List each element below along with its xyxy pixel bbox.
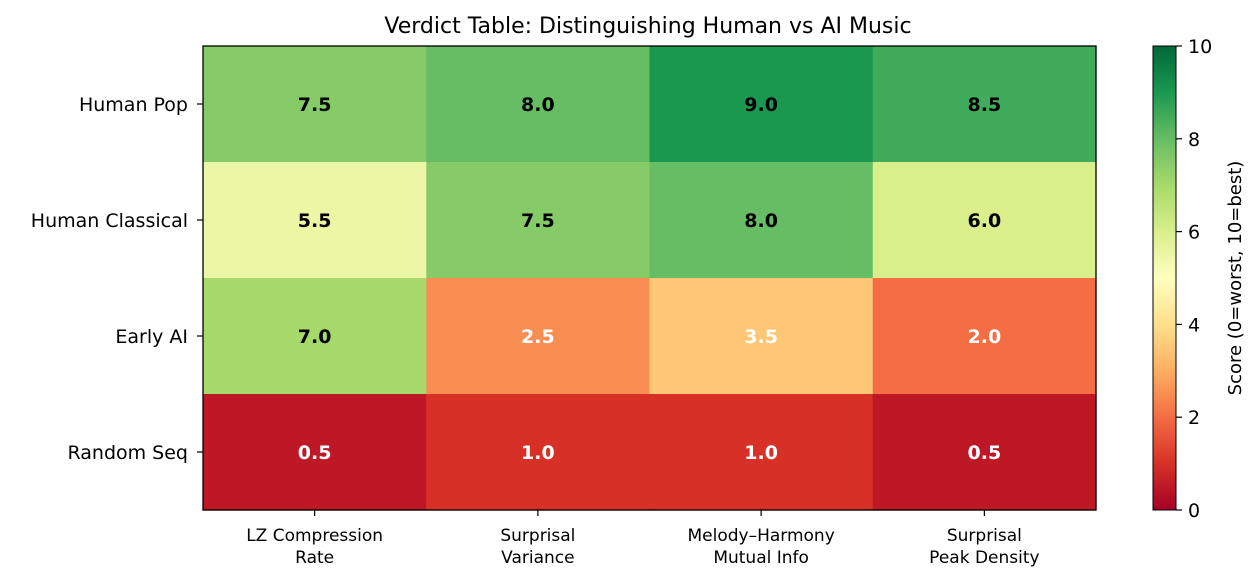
y-tick-label: Human Pop (79, 94, 188, 116)
x-tick-label: Surprisal (947, 526, 1022, 546)
colorbar-tick-label: 8 (1188, 129, 1200, 151)
heatmap-cell (426, 46, 651, 163)
colorbar (1152, 45, 1177, 511)
x-tick-label: Surprisal (500, 526, 575, 546)
cell-value-label: 0.5 (968, 442, 1002, 464)
cell-value-label: 1.0 (521, 442, 555, 464)
heatmap-cell (872, 46, 1097, 163)
y-tick-label: Random Seq (67, 442, 188, 464)
cell-value-label: 6.0 (968, 210, 1002, 232)
x-tick-label: Melody–Harmony (687, 526, 834, 546)
y-tick-label: Human Classical (31, 210, 188, 232)
x-axis: LZ CompressionRateSurprisalVarianceMelod… (246, 510, 1040, 568)
cell-value-label: 2.0 (968, 326, 1002, 348)
colorbar-axis: 0 2 4 6 8 10 (1176, 36, 1212, 522)
heatmap-cell (203, 162, 427, 279)
cell-value-label: 0.5 (298, 442, 332, 464)
colorbar-tick-label: 0 (1188, 500, 1200, 522)
cell-value-label: 1.0 (744, 442, 778, 464)
cell-value-label: 8.5 (968, 94, 1002, 116)
x-tick-label: Variance (501, 548, 574, 568)
cell-value-label: 3.5 (744, 326, 778, 348)
colorbar-tick-label: 10 (1188, 36, 1212, 58)
plot-frame (202, 45, 1097, 511)
x-tick-label: Mutual Info (713, 548, 809, 568)
cell-value-label: 9.0 (744, 94, 778, 116)
cell-value-label: 8.0 (744, 210, 778, 232)
heatmap-cell (649, 394, 874, 511)
heatmap-cells: 7.5 8.0 9.0 8.5 5.5 7.5 8.0 6.0 7.0 2.5 3.5 2.0 0.5 1… (203, 46, 1097, 511)
heatmap-cell (426, 162, 651, 279)
y-axis: Human Pop Human Classical Early AI Random S… (31, 94, 203, 464)
heatmap-cell (426, 394, 651, 511)
x-tick-label: Rate (295, 548, 334, 568)
heatmap-cell (649, 162, 874, 279)
colorbar-tick-label: 6 (1188, 222, 1200, 244)
y-tick-label: Early AI (115, 326, 188, 348)
heatmap-cell (649, 278, 874, 395)
cell-value-label: 7.0 (298, 326, 332, 348)
heatmap-cell (426, 278, 651, 395)
heatmap-cell (872, 162, 1097, 279)
heatmap-cell (872, 394, 1097, 511)
x-tick-label: Peak Density (929, 548, 1039, 568)
colorbar-tick-label: 2 (1188, 407, 1200, 429)
colorbar-label: Score (0=worst, 10=best) (1225, 161, 1246, 396)
cell-value-label: 7.5 (298, 94, 332, 116)
cell-value-label: 7.5 (521, 210, 555, 232)
heatmap-cell (649, 46, 874, 163)
cell-value-label: 2.5 (521, 326, 555, 348)
heatmap-cell (872, 278, 1097, 395)
cell-value-label: 5.5 (298, 210, 332, 232)
colorbar-tick-label: 4 (1188, 314, 1200, 336)
cell-value-label: 8.0 (521, 94, 555, 116)
heatmap-cell (203, 278, 427, 395)
heatmap-cell (203, 394, 427, 511)
heatmap-cell (203, 46, 427, 163)
chart-title: Verdict Table: Distinguishing Human vs A… (384, 14, 911, 39)
x-tick-label: LZ Compression (246, 526, 383, 546)
